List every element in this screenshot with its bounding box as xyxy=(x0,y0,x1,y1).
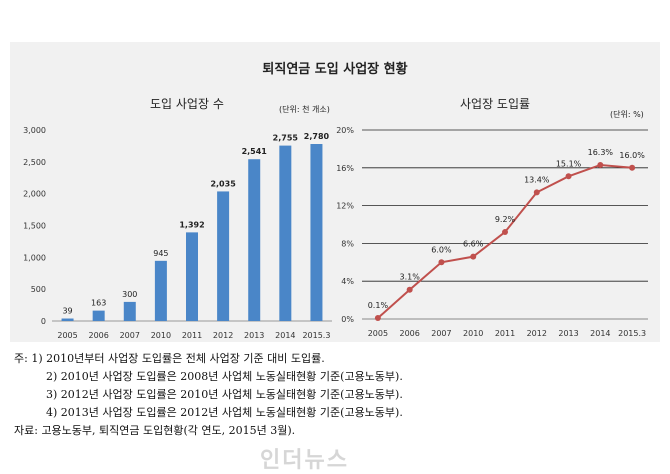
footnote-4: 4) 2013년 사업장 도입률은 2012년 사업체 노동실태현황 기준(고용… xyxy=(46,406,403,419)
bar-x-tick-label: 2006 xyxy=(88,331,108,340)
watermark-text: 인더뉴스 xyxy=(260,448,349,473)
line-y-tick-label: 4% xyxy=(341,277,354,286)
line-chart-unit: (단위: %) xyxy=(610,110,644,119)
bar xyxy=(310,144,323,321)
line-point xyxy=(438,259,445,266)
line-point xyxy=(406,286,413,293)
bar-x-tick-label: 2005 xyxy=(57,331,77,340)
bar-x-tick-label: 2012 xyxy=(213,331,233,340)
footnote-3: 3) 2012년 사업장 도입률은 2010년 사업체 노동실태현황 기준(고용… xyxy=(46,388,403,401)
line-y-tick-label: 0% xyxy=(341,315,354,324)
line-value-label: 13.4% xyxy=(524,175,550,184)
line-point xyxy=(374,315,381,322)
line-point xyxy=(629,164,636,171)
bar xyxy=(186,232,198,321)
bar xyxy=(279,145,292,321)
bar-value-label: 300 xyxy=(122,290,137,299)
watermark-logo: 인더뉴스 xyxy=(260,442,349,474)
line-value-label: 16.0% xyxy=(619,151,645,160)
line-chart-title: 사업장 도입률 xyxy=(460,97,531,111)
chart-panel xyxy=(10,42,660,342)
bar xyxy=(123,301,136,321)
line-value-label: 6.0% xyxy=(431,245,452,254)
line-value-label: 9.2% xyxy=(495,215,516,224)
line-x-tick-label: 2014 xyxy=(590,329,610,338)
footnote-2: 2) 2010년 사업장 도입률은 2008년 사업체 노동실태현황 기준(고용… xyxy=(46,370,403,383)
bar xyxy=(248,159,261,321)
line-x-tick-label: 2007 xyxy=(431,329,451,338)
bar-value-label: 945 xyxy=(153,249,168,258)
bar-y-tick-label: 2,000 xyxy=(23,190,46,199)
footnote-1: 주: 1) 2010년부터 사업장 도입률은 전체 사업장 기준 대비 도입률. xyxy=(14,352,325,365)
line-point xyxy=(533,189,540,196)
line-x-tick-label: 2006 xyxy=(399,329,419,338)
bar xyxy=(217,191,230,321)
line-x-tick-label: 2005 xyxy=(368,329,388,338)
bar-value-label: 2,035 xyxy=(210,179,236,188)
bar-y-tick-label: 3,000 xyxy=(23,126,46,135)
bar-x-tick-label: 2007 xyxy=(120,331,140,340)
line-x-tick-label: 2011 xyxy=(495,329,515,338)
bar xyxy=(154,260,167,321)
line-x-tick-label: 2015.3 xyxy=(618,329,646,338)
line-point xyxy=(502,229,508,236)
bar-y-tick-label: 1,500 xyxy=(23,222,46,231)
bar-value-label: 2,541 xyxy=(242,147,268,156)
line-x-tick-label: 2010 xyxy=(463,329,483,338)
series-line xyxy=(377,163,633,319)
line-value-label: 6.6% xyxy=(463,240,484,249)
bar-y-tick-label: 500 xyxy=(31,285,46,294)
source-note: 자료: 고용노동부, 퇴직연금 도입현황(각 연도, 2015년 3월). xyxy=(14,424,296,437)
bar-y-tick-label: 1,000 xyxy=(23,253,46,262)
bar-value-label: 163 xyxy=(91,299,106,308)
line-value-label: 3.1% xyxy=(400,273,421,282)
line-y-tick-label: 12% xyxy=(336,202,354,211)
line-point xyxy=(565,173,572,180)
bar-value-label: 2,755 xyxy=(273,134,299,143)
bar-value-label: 1,392 xyxy=(179,220,204,229)
bar xyxy=(92,310,105,321)
bar-chart-title: 도입 사업장 수 xyxy=(150,97,224,111)
bar xyxy=(61,318,74,321)
bar-y-tick-label: 2,500 xyxy=(23,158,46,167)
line-x-tick-label: 2012 xyxy=(527,329,547,338)
line-y-tick-label: 16% xyxy=(336,164,354,173)
line-value-label: 16.3% xyxy=(588,148,614,157)
line-point xyxy=(470,253,477,260)
bar-x-tick-label: 2010 xyxy=(151,331,171,340)
bar-x-tick-label: 2011 xyxy=(182,331,202,340)
line-x-tick-label: 2013 xyxy=(558,329,578,338)
line-y-tick-label: 20% xyxy=(336,126,354,135)
line-value-label: 0.1% xyxy=(368,301,389,310)
line-point xyxy=(597,161,604,168)
bar-chart-unit: (단위: 천 개소) xyxy=(279,105,330,114)
line-value-label: 15.1% xyxy=(556,159,582,168)
bar-value-label: 2,780 xyxy=(304,132,330,141)
bar-x-tick-label: 2013 xyxy=(244,331,264,340)
bar-value-label: 39 xyxy=(62,307,72,316)
figure-title: 퇴직연금 도입 사업장 현황 xyxy=(262,62,408,77)
bar-y-tick-label: 0 xyxy=(41,317,46,326)
bar-x-tick-label: 2015.3 xyxy=(302,331,330,340)
line-y-tick-label: 8% xyxy=(341,239,354,248)
bar-x-tick-label: 2014 xyxy=(275,331,295,340)
